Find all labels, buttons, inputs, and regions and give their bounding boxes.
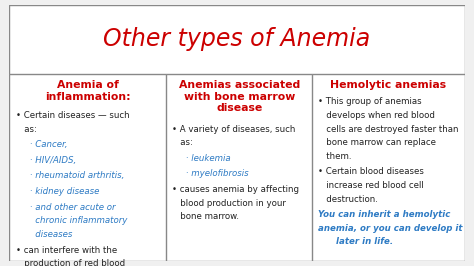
Text: bone marrow.: bone marrow. bbox=[172, 212, 239, 221]
Text: increase red blood cell: increase red blood cell bbox=[318, 181, 424, 190]
Text: bone marrow can replace: bone marrow can replace bbox=[318, 138, 436, 147]
FancyBboxPatch shape bbox=[9, 5, 465, 74]
Text: • A variety of diseases, such: • A variety of diseases, such bbox=[172, 124, 296, 134]
Text: diseases: diseases bbox=[16, 230, 72, 239]
FancyBboxPatch shape bbox=[166, 74, 312, 261]
Text: You can inherit a hemolytic: You can inherit a hemolytic bbox=[318, 210, 451, 219]
Text: · and other acute or: · and other acute or bbox=[16, 203, 115, 212]
Text: · kidney disease: · kidney disease bbox=[16, 187, 99, 196]
Text: Other types of Anemia: Other types of Anemia bbox=[103, 27, 371, 51]
Text: • causes anemia by affecting: • causes anemia by affecting bbox=[172, 185, 299, 194]
Text: production of red blood: production of red blood bbox=[16, 259, 125, 266]
Text: anemia, or you can develop it: anemia, or you can develop it bbox=[318, 224, 463, 233]
Text: later in life.: later in life. bbox=[318, 237, 393, 246]
Text: • can interfere with the: • can interfere with the bbox=[16, 246, 117, 255]
Text: blood production in your: blood production in your bbox=[172, 199, 286, 208]
FancyBboxPatch shape bbox=[9, 74, 166, 261]
Text: • This group of anemias: • This group of anemias bbox=[318, 97, 422, 106]
FancyBboxPatch shape bbox=[312, 74, 465, 261]
Text: Hemolytic anemias: Hemolytic anemias bbox=[330, 80, 447, 90]
Text: Anemias associated
with bone marrow
disease: Anemias associated with bone marrow dise… bbox=[179, 80, 300, 113]
Text: · leukemia: · leukemia bbox=[172, 154, 231, 163]
Text: as:: as: bbox=[172, 138, 193, 147]
Text: destruction.: destruction. bbox=[318, 194, 378, 203]
Text: · Cancer,: · Cancer, bbox=[16, 140, 67, 149]
Text: them.: them. bbox=[318, 152, 352, 161]
Text: develops when red blood: develops when red blood bbox=[318, 111, 435, 120]
Text: chronic inflammatory: chronic inflammatory bbox=[16, 216, 127, 225]
Text: cells are destroyed faster than: cells are destroyed faster than bbox=[318, 124, 459, 134]
Text: Anemia of
inflammation:: Anemia of inflammation: bbox=[45, 80, 131, 102]
Text: · rheumatoid arthritis,: · rheumatoid arthritis, bbox=[16, 172, 124, 180]
Text: · myelofibrosis: · myelofibrosis bbox=[172, 169, 249, 178]
Text: as:: as: bbox=[16, 124, 36, 134]
Text: • Certain diseases — such: • Certain diseases — such bbox=[16, 111, 129, 120]
Text: • Certain blood diseases: • Certain blood diseases bbox=[318, 167, 424, 176]
Text: · HIV/AIDS,: · HIV/AIDS, bbox=[16, 156, 76, 165]
